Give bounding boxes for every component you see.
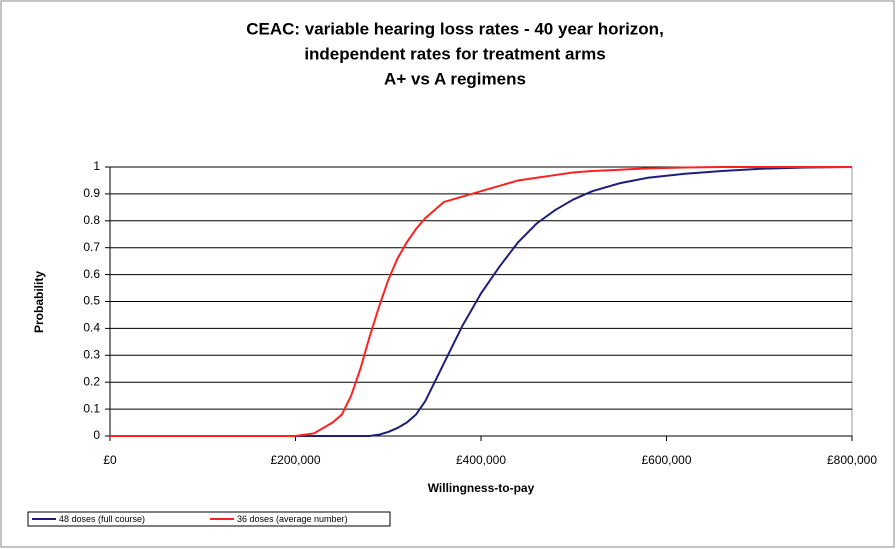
y-tick-label: 0.6 bbox=[83, 267, 100, 281]
x-tick-label: £200,000 bbox=[270, 453, 320, 467]
x-axis-label: Willingness-to-pay bbox=[428, 481, 535, 495]
y-axis-label: Probability bbox=[32, 271, 46, 333]
legend-box bbox=[27, 511, 391, 527]
legend-label: 48 doses (full course) bbox=[59, 514, 145, 524]
y-tick-label: 0.4 bbox=[83, 321, 100, 335]
y-tick-label: 0.1 bbox=[83, 401, 100, 415]
x-tick-label: £800,000 bbox=[827, 453, 877, 467]
x-tick-label: £600,000 bbox=[641, 453, 691, 467]
y-tick-label: 0.5 bbox=[83, 294, 100, 308]
legend-label: 36 doses (average number) bbox=[237, 514, 348, 524]
x-tick-label: £400,000 bbox=[456, 453, 506, 467]
y-tick-label: 0.3 bbox=[83, 347, 100, 361]
y-tick-label: 0.8 bbox=[83, 213, 100, 227]
y-tick-label: 1 bbox=[93, 159, 100, 173]
y-tick-label: 0.2 bbox=[83, 374, 100, 388]
y-tick-label: 0 bbox=[93, 428, 100, 442]
x-tick-label: £0 bbox=[103, 453, 117, 467]
series-line bbox=[110, 166, 853, 437]
y-tick-label: 0.9 bbox=[83, 186, 100, 200]
y-tick-label: 0.7 bbox=[83, 240, 100, 254]
series-line bbox=[110, 166, 852, 437]
chart-title: A+ vs A regimens bbox=[384, 69, 526, 88]
chart-title: independent rates for treatment arms bbox=[304, 44, 605, 63]
chart-title: CEAC: variable hearing loss rates - 40 y… bbox=[246, 19, 664, 38]
